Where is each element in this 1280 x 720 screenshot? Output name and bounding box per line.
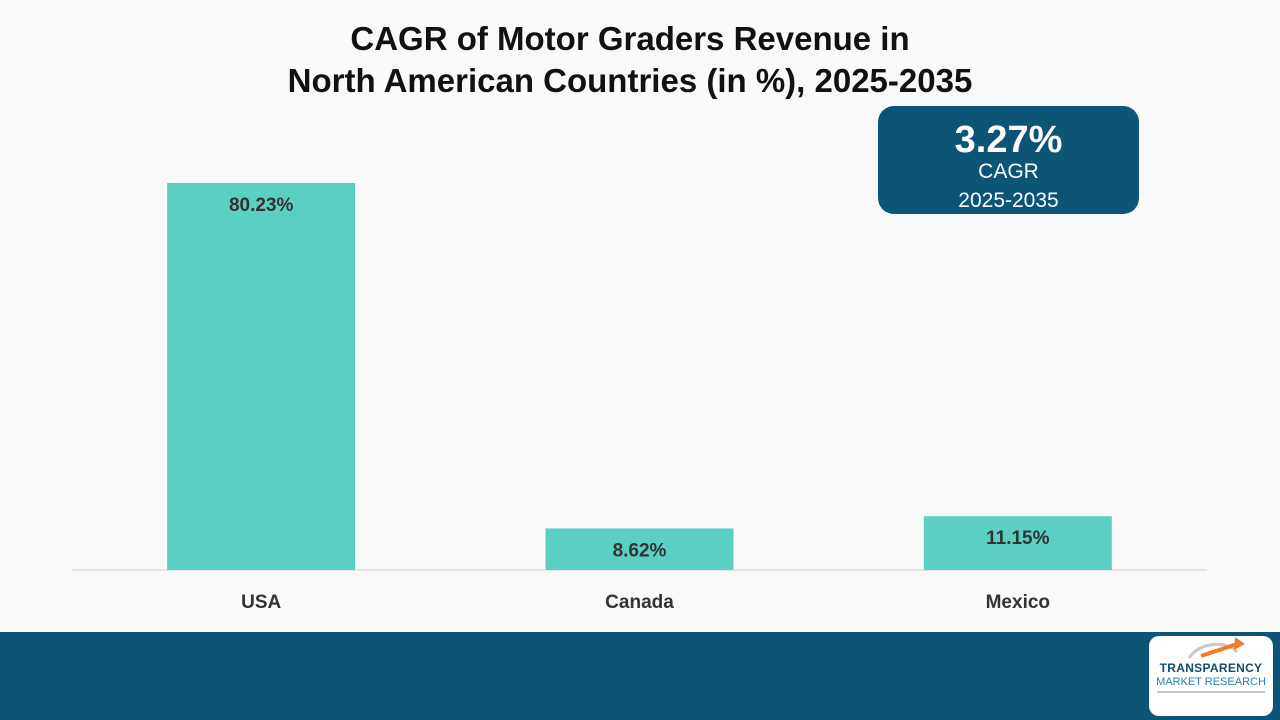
category-tick-group: USA Canada Mexico xyxy=(241,592,1050,613)
x-tick-label-mexico: Mexico xyxy=(986,592,1050,613)
chart-title: CAGR of Motor Graders Revenue in North A… xyxy=(0,18,1260,102)
logo-arrow-icon xyxy=(1187,637,1245,659)
bar-mexico[interactable] xyxy=(923,516,1112,570)
bar-group xyxy=(167,183,1112,570)
data-label-group: 80.23% 8.62% 11.15% xyxy=(229,195,1050,561)
footer-band xyxy=(0,632,1280,720)
logo-brand-line-2: MARKET RESEARCH xyxy=(1156,676,1266,688)
chart-title-line-1: CAGR of Motor Graders Revenue in xyxy=(350,20,910,57)
cagr-period: 2025-2035 xyxy=(958,189,1059,212)
bar-usa[interactable] xyxy=(167,183,356,570)
cagr-value: 3.27% xyxy=(954,119,1063,161)
cagr-summary-box: 3.27% CAGR 2025-2035 xyxy=(878,106,1139,214)
data-label-canada: 8.62% xyxy=(613,540,667,561)
logo-brand-line-1: TRANSPARENCY xyxy=(1159,661,1263,675)
x-tick-label-usa: USA xyxy=(241,592,281,613)
logo-tagline-mark xyxy=(1157,691,1265,693)
data-label-mexico: 11.15% xyxy=(986,528,1049,549)
bar-canada[interactable] xyxy=(545,528,734,570)
cagr-label: CAGR xyxy=(978,160,1039,183)
data-label-usa: 80.23% xyxy=(229,195,294,216)
company-logo[interactable]: TRANSPARENCY MARKET RESEARCH xyxy=(1149,636,1273,716)
bar-chart: 80.23% 8.62% 11.15% USA Canada Mexico xyxy=(72,183,1207,613)
chart-title-line-2: North American Countries (in %), 2025-20… xyxy=(287,62,973,99)
x-tick-label-canada: Canada xyxy=(605,592,674,613)
